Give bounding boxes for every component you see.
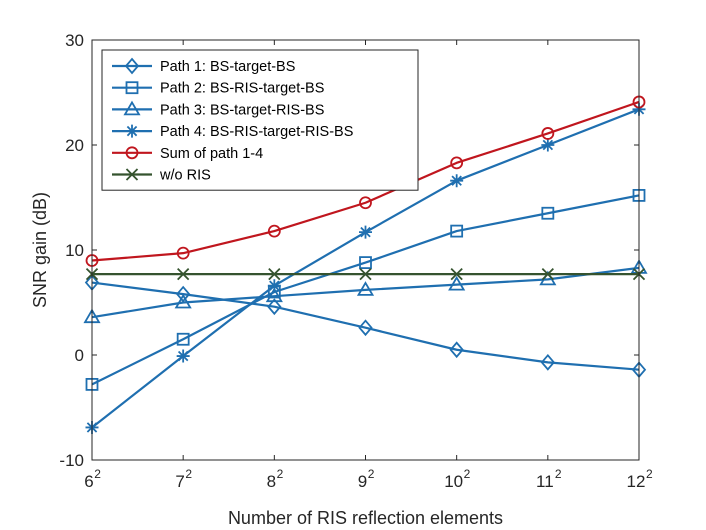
- x-tick-label: 9: [358, 472, 367, 491]
- data-point-marker: [540, 353, 556, 371]
- y-tick-label: 0: [75, 346, 84, 365]
- data-point-marker: [174, 293, 192, 309]
- data-point-marker: [359, 196, 372, 210]
- legend-label: Path 1: BS-target-BS: [160, 59, 295, 75]
- data-point-marker: [359, 256, 372, 270]
- legend-entry: Sum of path 1-4: [112, 146, 263, 162]
- series-line: [91, 100, 640, 262]
- x-tick-exponent: 2: [277, 467, 284, 481]
- x-tick-label: 8: [267, 472, 276, 491]
- x-tick-label: 7: [175, 472, 184, 491]
- x-tick-exponent: 2: [555, 467, 562, 481]
- data-point-marker: [356, 281, 375, 296]
- legend-label: Path 3: BS-target-RIS-BS: [160, 102, 324, 118]
- legend-label: Path 2: BS-RIS-target-BS: [160, 81, 324, 97]
- data-point-marker: [359, 268, 372, 281]
- data-point-marker: [450, 156, 464, 170]
- legend-entry: Path 4: BS-RIS-target-RIS-BS: [112, 124, 353, 140]
- x-axis-title: Number of RIS reflection elements: [228, 508, 503, 528]
- legend-entry: Path 1: BS-target-BS: [112, 57, 295, 75]
- legend-box: [101, 49, 419, 191]
- y-axis-title: SNR gain (dB): [30, 192, 50, 308]
- data-point-marker: [541, 138, 555, 152]
- x-tick-exponent: 2: [464, 467, 471, 481]
- data-point-marker: [267, 279, 281, 293]
- y-tick-label: -10: [59, 451, 84, 470]
- data-point-marker: [541, 268, 554, 281]
- data-point-marker: [268, 268, 281, 281]
- data-point-marker: [358, 319, 373, 337]
- legend-marker: [124, 57, 140, 75]
- data-point-marker: [541, 206, 555, 220]
- data-point-marker: [267, 224, 281, 238]
- y-tick-label: 10: [65, 241, 84, 260]
- legend-marker: [125, 146, 139, 160]
- y-tick-label: 30: [65, 31, 84, 50]
- data-point-marker: [176, 349, 190, 363]
- x-tick-exponent: 2: [94, 467, 101, 481]
- legend-marker: [123, 100, 141, 116]
- series-6: [85, 268, 646, 281]
- data-point-marker: [449, 341, 464, 359]
- legend-entry: w/o RIS: [112, 168, 211, 184]
- x-tick-exponent: 2: [185, 467, 192, 481]
- data-point-marker: [450, 224, 464, 238]
- legend-marker: [125, 168, 139, 181]
- series-line: [91, 266, 640, 319]
- series-line: [91, 194, 640, 386]
- y-tick-label: 20: [65, 136, 84, 155]
- x-tick-label: 11: [536, 472, 554, 491]
- data-point-marker: [267, 298, 282, 316]
- x-tick-label: 12: [627, 472, 646, 491]
- data-point-marker: [541, 127, 555, 140]
- x-tick-exponent: 2: [646, 467, 653, 481]
- legend-marker: [125, 124, 139, 138]
- data-point-marker: [448, 275, 466, 291]
- data-point-marker: [359, 225, 372, 239]
- x-tick-label: 10: [444, 472, 463, 491]
- x-tick-label: 6: [84, 472, 93, 491]
- legend-marker: [125, 81, 139, 95]
- data-point-marker: [177, 268, 190, 281]
- data-point-marker: [175, 285, 191, 303]
- data-point-marker: [176, 246, 190, 260]
- legend-entry: Path 3: BS-target-RIS-BS: [112, 100, 324, 118]
- data-point-marker: [265, 287, 283, 303]
- data-point-marker: [176, 332, 190, 346]
- legend-label: w/o RIS: [159, 168, 211, 184]
- legend-label: Sum of path 1-4: [160, 146, 263, 162]
- data-point-marker: [450, 174, 464, 188]
- data-point-marker: [450, 268, 463, 281]
- legend: Path 1: BS-target-BS Path 2: BS-RIS-targe…: [101, 49, 419, 191]
- x-tick-exponent: 2: [368, 467, 375, 481]
- legend-label: Path 4: BS-RIS-target-RIS-BS: [160, 124, 353, 140]
- legend-entry: Path 2: BS-RIS-target-BS: [112, 81, 324, 97]
